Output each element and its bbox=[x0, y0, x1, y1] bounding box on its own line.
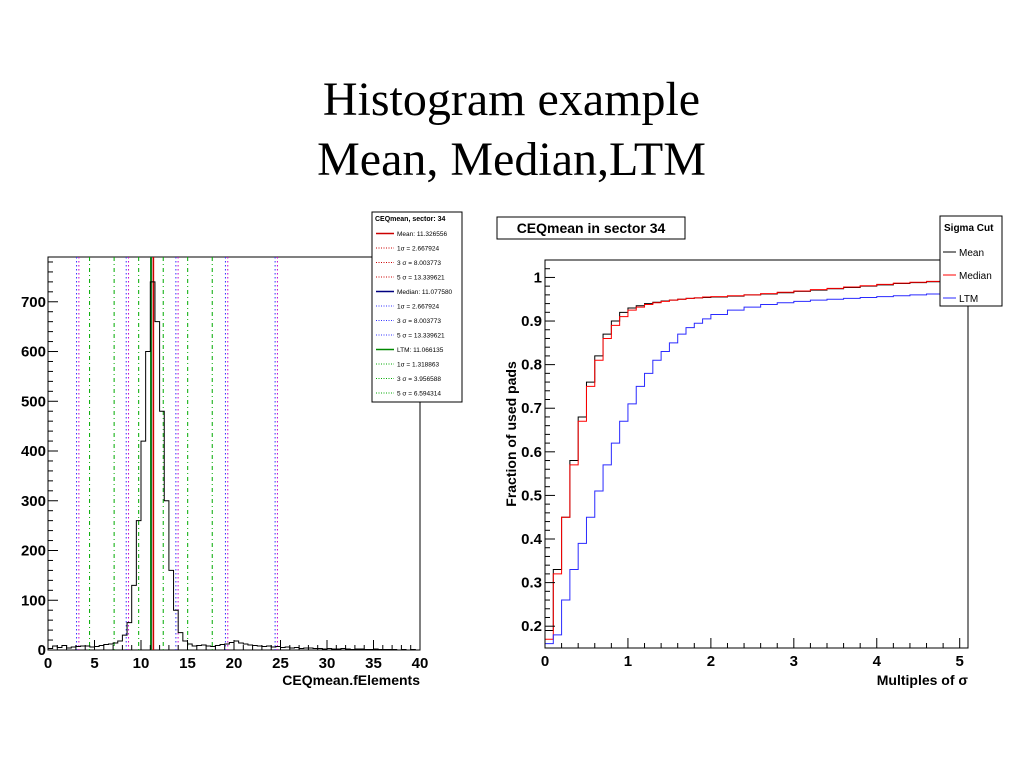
chart-title: CEQmean in sector 34 bbox=[517, 220, 666, 236]
slide-title-line1: Histogram example bbox=[322, 73, 701, 126]
x-tick-label: 30 bbox=[319, 655, 336, 672]
x-tick-label: 2 bbox=[707, 653, 715, 670]
y-tick-label: 400 bbox=[21, 443, 46, 460]
x-tick-label: 1 bbox=[624, 653, 632, 670]
plot-frame bbox=[47, 256, 421, 651]
legend-entry: 3 σ = 3.956588 bbox=[397, 376, 441, 383]
legend-entry: Median: 11.077580 bbox=[397, 289, 453, 296]
y-tick-label: 0.4 bbox=[521, 531, 543, 548]
x-tick-label: 20 bbox=[226, 655, 243, 672]
legend-entry: Mean bbox=[959, 248, 984, 259]
y-tick-label: 0.3 bbox=[521, 575, 542, 592]
x-tick-label: 15 bbox=[179, 655, 196, 672]
y-tick-label: 200 bbox=[21, 543, 46, 560]
legend-entry: Mean: 11.326556 bbox=[397, 231, 447, 238]
y-tick-label: 0.6 bbox=[521, 444, 542, 461]
legend-box bbox=[371, 211, 463, 403]
legend-entry: 5 σ = 13.339621 bbox=[397, 275, 445, 282]
y-tick-label: 0.5 bbox=[521, 487, 542, 504]
legend-entry: 1σ = 1.318863 bbox=[397, 362, 440, 369]
series-line bbox=[544, 279, 965, 648]
legend-box bbox=[939, 215, 1003, 307]
legend-entry: 3 σ = 8.003773 bbox=[397, 318, 441, 325]
x-axis-label: Multiples of σ bbox=[877, 672, 969, 688]
legend-entry: 5 σ = 13.339621 bbox=[397, 333, 445, 340]
y-tick-label: 100 bbox=[21, 592, 46, 609]
x-tick-label: 4 bbox=[873, 653, 882, 670]
plot-frame bbox=[544, 259, 969, 649]
x-tick-label: 10 bbox=[133, 655, 150, 672]
histogram-chart: 0 5 10 15 20 25 30 35 400100200300400500600700CE… bbox=[21, 211, 463, 688]
legend-entry: LTM bbox=[959, 294, 978, 305]
y-axis-label: Fraction of used pads bbox=[503, 361, 519, 507]
y-tick-label: 1 bbox=[534, 269, 542, 286]
y-tick-label: 300 bbox=[21, 493, 46, 510]
x-tick-label: 0 bbox=[541, 653, 549, 670]
sigma-cut-chart: 0 1 2 3 4 5 0.2 0.3 0.4 0.5 0.6 0.7 0.8 0.9 1 Multiples… bbox=[496, 215, 1003, 688]
series-line bbox=[544, 292, 965, 648]
x-axis-label: CEQmean.fElements bbox=[282, 672, 420, 688]
legend-entry: 1σ = 2.667924 bbox=[397, 246, 440, 253]
x-tick-label: 35 bbox=[365, 655, 382, 672]
legend-entry: 3 σ = 8.003773 bbox=[397, 260, 441, 267]
legend-entry: 5 σ = 6.594314 bbox=[397, 391, 441, 398]
legend-entry: LTM: 11.066135 bbox=[397, 347, 444, 354]
chart-title-box bbox=[496, 216, 686, 240]
x-tick-label: 5 bbox=[90, 655, 98, 672]
y-tick-label: 0.7 bbox=[521, 400, 542, 417]
y-tick-label: 0.9 bbox=[521, 313, 542, 330]
x-tick-label: 40 bbox=[412, 655, 429, 672]
y-tick-label: 0.8 bbox=[521, 357, 542, 374]
legend-entry: 1σ = 2.667924 bbox=[397, 304, 440, 311]
histogram-outline bbox=[47, 281, 420, 651]
slide-title-line2: Mean, Median,LTM bbox=[317, 133, 706, 186]
x-tick-label: 0 bbox=[44, 655, 52, 672]
y-tick-label: 500 bbox=[21, 393, 46, 410]
y-tick-label: 700 bbox=[21, 294, 46, 311]
y-tick-label: 600 bbox=[21, 344, 46, 361]
legend-title: CEQmean, sector: 34 bbox=[375, 216, 446, 223]
legend-title: Sigma Cut bbox=[944, 223, 994, 234]
y-tick-label: 0.2 bbox=[521, 618, 542, 635]
x-tick-label: 3 bbox=[790, 653, 798, 670]
x-tick-label: 25 bbox=[272, 655, 289, 672]
y-tick-label: 0 bbox=[38, 642, 46, 659]
x-tick-label: 5 bbox=[956, 653, 964, 670]
legend-entry: Median bbox=[959, 271, 992, 282]
